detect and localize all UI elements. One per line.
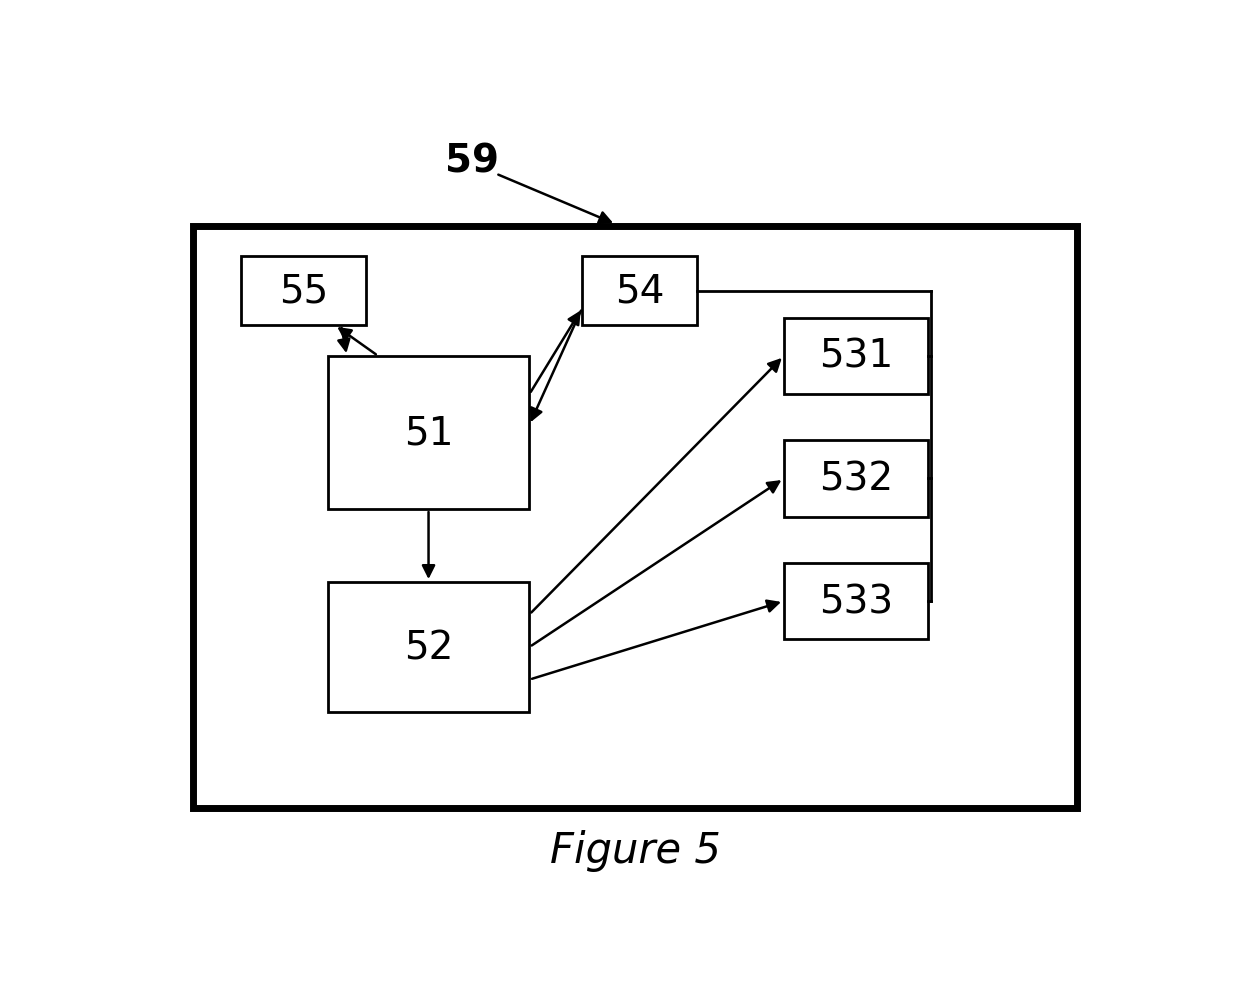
Bar xyxy=(327,582,529,713)
Text: Figure 5: Figure 5 xyxy=(550,829,720,871)
Text: 54: 54 xyxy=(615,272,664,310)
Bar xyxy=(784,318,928,395)
Text: 52: 52 xyxy=(404,628,453,666)
Text: 55: 55 xyxy=(279,272,328,310)
Bar xyxy=(784,564,928,640)
Text: 532: 532 xyxy=(819,460,893,498)
Text: 59: 59 xyxy=(445,142,499,180)
Bar xyxy=(327,357,529,510)
Bar xyxy=(582,257,698,326)
Text: 533: 533 xyxy=(819,582,893,620)
Text: 51: 51 xyxy=(404,414,453,452)
Bar xyxy=(193,227,1077,808)
Bar xyxy=(784,440,928,517)
Bar xyxy=(242,257,367,326)
Text: 531: 531 xyxy=(819,338,893,376)
